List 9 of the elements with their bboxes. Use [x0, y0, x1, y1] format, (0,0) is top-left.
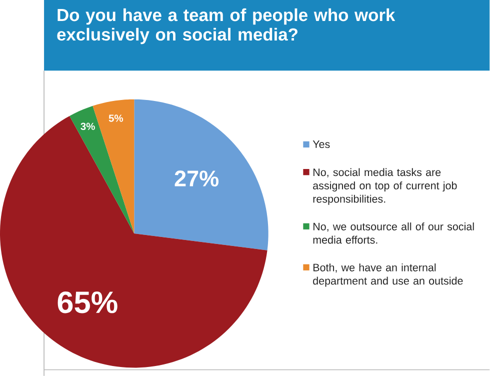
legend-label: No, social media tasks are assigned on top of current job responsibilities. [313, 168, 457, 205]
legend-label: No, we outsource all of our social media efforts. [313, 222, 474, 244]
data-label: 27% [174, 170, 219, 186]
legend-label: Both, we have an internal department and use an outside [313, 263, 463, 287]
legend-label: Yes [312, 140, 330, 148]
data-label: 3% [80, 122, 95, 130]
chart-title: Do you have a team of people who work exclusively on social media? [57, 8, 396, 44]
data-label: 5% [108, 114, 124, 122]
data-label: 65% [58, 291, 118, 314]
